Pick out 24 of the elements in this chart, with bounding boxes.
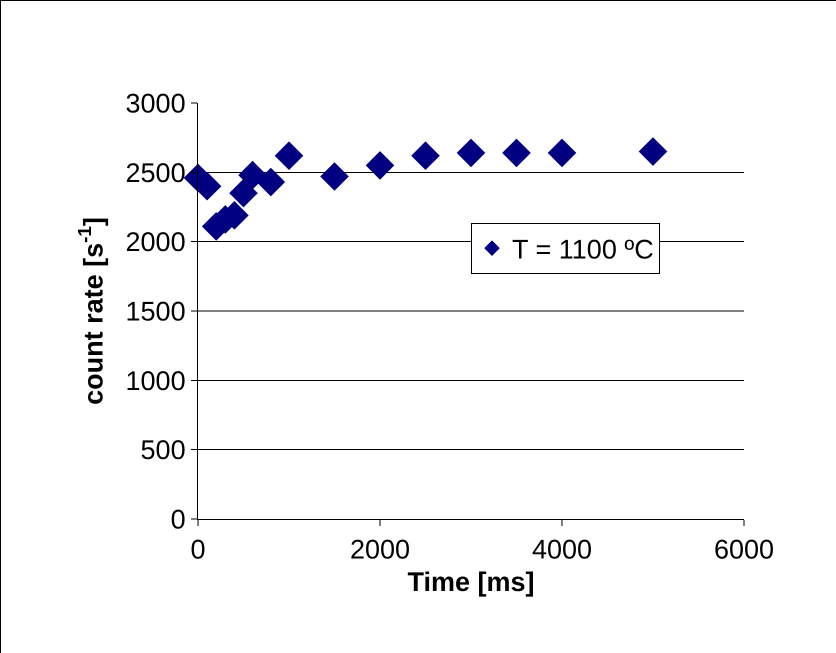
- x-tick-label: 4000: [532, 534, 592, 564]
- y-tick-label: 1000: [126, 366, 186, 396]
- legend-label: T = 1100 ºC: [512, 234, 654, 265]
- y-tick-label: 0: [170, 504, 186, 534]
- x-tick-label: 0: [190, 534, 206, 564]
- y-tick-label: 3000: [126, 88, 186, 118]
- point: [638, 137, 668, 166]
- x-tick-label: 2000: [350, 534, 410, 564]
- y-tick-label: 1500: [126, 296, 186, 326]
- point: [229, 178, 258, 208]
- point: [502, 138, 531, 168]
- y-tick-label: 500: [140, 435, 186, 466]
- point: [411, 141, 440, 170]
- point: [274, 141, 304, 170]
- y-tick-label: 2500: [126, 158, 186, 188]
- y-tick-label: 2000: [126, 227, 186, 258]
- point: [548, 138, 576, 168]
- x-tick-label: 6000: [714, 534, 774, 564]
- point: [366, 151, 394, 180]
- point: [456, 138, 486, 168]
- point: [238, 160, 267, 190]
- point: [320, 162, 349, 191]
- x-axis-title: Time [ms]: [407, 566, 535, 597]
- point: [256, 168, 286, 196]
